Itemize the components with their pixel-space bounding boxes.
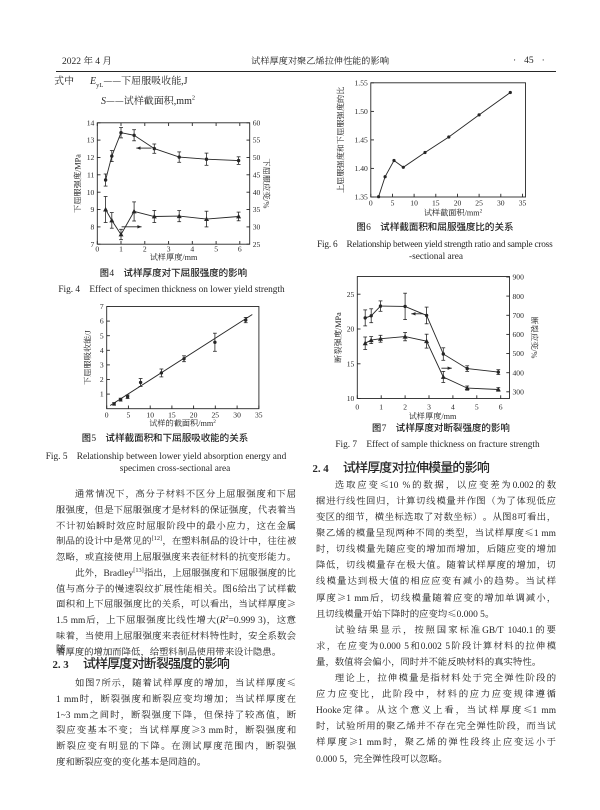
svg-text:13: 13 <box>87 136 95 145</box>
svg-text:1.35: 1.35 <box>355 193 368 202</box>
svg-text:30: 30 <box>253 223 261 232</box>
svg-text:5: 5 <box>214 245 218 254</box>
svg-text:15: 15 <box>168 410 176 419</box>
svg-text:50: 50 <box>253 153 261 162</box>
svg-text:试样厚度/mm: 试样厚度/mm <box>150 252 198 263</box>
svg-text:60: 60 <box>253 118 261 127</box>
svg-text:0: 0 <box>95 245 99 254</box>
svg-text:300: 300 <box>513 387 525 396</box>
svg-text:上屈服强度和下屈服强度的比: 上屈服强度和下屈服强度的比 <box>336 87 347 193</box>
svg-text:3: 3 <box>167 245 171 254</box>
svg-text:35: 35 <box>253 205 261 214</box>
svg-text:10: 10 <box>87 188 95 197</box>
svg-text:15: 15 <box>432 199 440 208</box>
svg-text:10: 10 <box>347 394 355 403</box>
svg-text:试样的截面积/mm2: 试样的截面积/mm2 <box>149 418 216 430</box>
svg-text:2: 2 <box>143 245 147 254</box>
svg-text:7: 7 <box>100 302 104 311</box>
svg-text:断裂强度/MPa: 断裂强度/MPa <box>333 312 344 363</box>
svg-text:600: 600 <box>513 330 525 339</box>
svg-text:15: 15 <box>347 359 355 368</box>
svg-text:1.40: 1.40 <box>355 164 368 173</box>
svg-text:25: 25 <box>347 290 355 299</box>
svg-text:1.50: 1.50 <box>355 107 368 116</box>
svg-text:500: 500 <box>513 349 525 358</box>
svg-text:14: 14 <box>87 118 95 127</box>
svg-text:3: 3 <box>427 402 431 411</box>
svg-text:12: 12 <box>87 153 95 162</box>
svg-text:2: 2 <box>100 375 104 384</box>
svg-text:30: 30 <box>497 199 505 208</box>
svg-text:20: 20 <box>454 199 462 208</box>
svg-text:35: 35 <box>255 410 263 419</box>
svg-text:断裂应变/%: 断裂应变/% <box>529 317 540 359</box>
svg-text:11: 11 <box>87 170 95 179</box>
svg-text:6: 6 <box>238 245 242 254</box>
svg-text:4: 4 <box>451 402 455 411</box>
svg-text:下屈服强度/MPa: 下屈服强度/MPa <box>73 154 84 213</box>
svg-text:4: 4 <box>190 245 194 254</box>
svg-text:25: 25 <box>212 410 220 419</box>
svg-text:下屈服应变/%: 下屈服应变/% <box>261 158 272 208</box>
svg-text:0: 0 <box>369 199 373 208</box>
svg-text:5: 5 <box>127 410 131 419</box>
svg-text:10: 10 <box>146 410 154 419</box>
svg-text:45: 45 <box>253 170 261 179</box>
svg-text:30: 30 <box>233 410 241 419</box>
svg-text:7: 7 <box>91 240 95 249</box>
svg-text:800: 800 <box>513 292 525 301</box>
svg-text:2: 2 <box>403 402 407 411</box>
svg-text:0: 0 <box>355 402 359 411</box>
svg-text:35: 35 <box>519 199 527 208</box>
svg-text:1.55: 1.55 <box>355 78 368 87</box>
svg-text:试样厚度/mm: 试样厚度/mm <box>409 411 457 422</box>
svg-text:9: 9 <box>91 205 95 214</box>
svg-text:5: 5 <box>475 402 479 411</box>
svg-text:3: 3 <box>100 361 104 370</box>
svg-text:4: 4 <box>100 346 104 355</box>
svg-text:25: 25 <box>253 240 261 249</box>
svg-text:40: 40 <box>253 188 261 197</box>
svg-text:10: 10 <box>410 199 418 208</box>
svg-text:5: 5 <box>391 199 395 208</box>
svg-text:6: 6 <box>100 317 104 326</box>
svg-text:55: 55 <box>253 136 261 145</box>
svg-text:1: 1 <box>119 245 123 254</box>
svg-text:20: 20 <box>347 325 355 334</box>
svg-text:25: 25 <box>475 199 483 208</box>
svg-text:6: 6 <box>499 402 503 411</box>
svg-text:400: 400 <box>513 368 525 377</box>
svg-text:8: 8 <box>91 223 95 232</box>
svg-text:700: 700 <box>513 311 525 320</box>
svg-text:1.45: 1.45 <box>355 136 368 145</box>
svg-text:0: 0 <box>105 410 109 419</box>
svg-text:试样截面积/mm2: 试样截面积/mm2 <box>424 207 483 219</box>
svg-text:900: 900 <box>513 273 525 282</box>
svg-text:5: 5 <box>100 331 104 340</box>
svg-text:1: 1 <box>100 390 104 399</box>
svg-text:1: 1 <box>379 402 383 411</box>
svg-text:下屈服吸收能/J: 下屈服吸收能/J <box>83 329 94 384</box>
svg-text:20: 20 <box>190 410 198 419</box>
